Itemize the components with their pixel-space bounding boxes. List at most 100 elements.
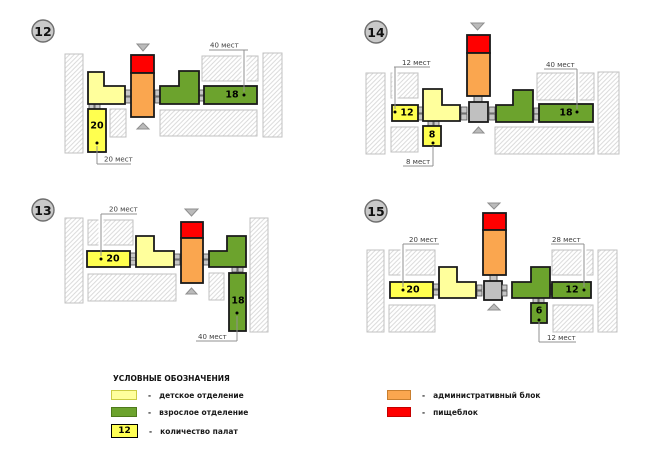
existing-building	[536, 72, 595, 101]
children-ward-block-count: 12	[400, 108, 413, 119]
adult-ward-block-count: 12	[565, 285, 578, 296]
food-block-label: пищеблок	[433, 407, 478, 417]
capacity-label: 40 мест	[209, 42, 248, 97]
label-dot	[401, 288, 405, 292]
existing-building	[365, 72, 386, 155]
existing-building	[390, 126, 419, 153]
children-ward-block-count: 20	[106, 254, 120, 265]
existing-building	[201, 55, 259, 82]
scheme-number: 12	[34, 24, 51, 39]
legend-dash: -	[422, 390, 426, 400]
capacity-label: 12 мест	[536, 318, 576, 345]
capacity-text: 20 мест	[409, 236, 438, 244]
existing-building	[388, 304, 436, 333]
legend-dash: -	[149, 426, 153, 436]
ward-count-label: количество палат	[160, 426, 238, 436]
existing-building	[494, 126, 595, 155]
adult-dept-block	[208, 235, 247, 268]
children-dept-swatch	[111, 390, 137, 400]
food-block	[180, 221, 204, 239]
link-connector	[488, 113, 496, 121]
children-dept-label: детское отделение	[159, 390, 244, 400]
capacity-text: 12 мест	[402, 59, 431, 67]
central-hub	[483, 280, 503, 301]
label-dot	[537, 318, 541, 322]
adult-dept-block	[511, 266, 551, 299]
scheme-14: 12 8 18 12 мест 40 мест 8 мест 14	[364, 20, 620, 169]
children-ward-block	[389, 281, 434, 299]
children-ward-block	[86, 250, 131, 268]
adult-dept-label: взрослое отделение	[159, 407, 249, 417]
admin-block-label: административный блок	[433, 390, 541, 400]
label-dot	[582, 288, 586, 292]
link-connector	[501, 284, 508, 291]
link-connector	[488, 106, 496, 114]
children-dept-block	[422, 88, 461, 122]
adult-ward-block	[551, 281, 592, 299]
capacity-label: 20 мест	[94, 141, 133, 167]
capacity-text: 20 мест	[104, 156, 133, 164]
link-connector	[476, 284, 483, 291]
admin-block	[466, 52, 491, 97]
capacity-label: 40 мест	[544, 61, 580, 114]
entrance-arrow-icon	[471, 126, 486, 134]
label-dot	[575, 110, 579, 114]
label-dot	[242, 93, 246, 97]
children-dept-block	[135, 235, 175, 268]
admin-block	[180, 237, 204, 284]
scheme-13: 20 18 20 мест 40 мест 13	[31, 198, 269, 344]
legend-dash: -	[148, 407, 152, 417]
capacity-text: 8 мест	[406, 158, 430, 166]
label-dot	[95, 141, 99, 145]
entrance-arrow-icon	[486, 202, 502, 210]
adult-dept-block	[159, 70, 200, 105]
entrance-arrow-icon	[135, 43, 151, 52]
adult-ward-block-small-count: 6	[536, 306, 543, 317]
existing-building	[551, 249, 594, 276]
entrance-arrow-icon	[183, 208, 200, 217]
label-dot	[393, 110, 397, 114]
capacity-label: 12 мест	[392, 59, 431, 114]
label-dot	[235, 311, 239, 315]
adult-dept-swatch	[111, 407, 137, 417]
adult-ward-block-count: 18	[231, 296, 245, 307]
schemes-canvas: 20 18 40 мест 20 мест 12 12 8 18 12 мест 40 мест 8…	[31, 19, 620, 345]
children-dept-block	[87, 71, 126, 105]
central-hub	[468, 101, 489, 123]
label-dot	[99, 257, 103, 261]
scheme-badge	[31, 19, 55, 43]
admin-block	[482, 229, 507, 276]
legend-item-children-dept: - детское отделение	[111, 388, 244, 402]
link-connector	[476, 290, 483, 297]
admin-block-swatch	[387, 390, 411, 400]
legend-dash: -	[148, 390, 152, 400]
children-ward-block-count: 20	[406, 285, 420, 296]
capacity-label: 20 мест	[98, 206, 138, 261]
ward-count-swatch: 12	[111, 424, 138, 438]
legend-header: УСЛОВНЫЕ ОБОЗНАЧЕНИЯ	[113, 374, 230, 383]
adult-ward-block-count: 18	[225, 90, 239, 101]
existing-building	[159, 109, 258, 137]
existing-building	[109, 108, 127, 138]
capacity-text: 40 мест	[210, 42, 239, 50]
existing-building	[597, 249, 618, 333]
adult-dept-block	[495, 89, 534, 123]
capacity-text: 40 мест	[546, 61, 575, 69]
food-block	[482, 212, 507, 231]
link-connector	[460, 113, 468, 121]
legend-item-ward-count: 12 - количество палат	[111, 424, 238, 438]
legend-item-admin-block: - административный блок	[387, 388, 540, 402]
scheme-15: 20 12 6 20 мест 28 мест 12 мест 15	[364, 199, 618, 345]
food-block	[466, 34, 491, 54]
hub-stem	[473, 95, 483, 103]
capacity-text: 12 мест	[547, 334, 576, 342]
food-block	[130, 54, 155, 74]
existing-building	[64, 53, 84, 154]
children-ward-block	[391, 104, 419, 122]
children-ward-block-small	[422, 125, 442, 147]
entrance-arrow-icon	[135, 122, 151, 130]
capacity-label: 20 мест	[400, 236, 439, 292]
capacity-text: 40 мест	[198, 333, 227, 341]
scheme-badge	[31, 198, 55, 222]
